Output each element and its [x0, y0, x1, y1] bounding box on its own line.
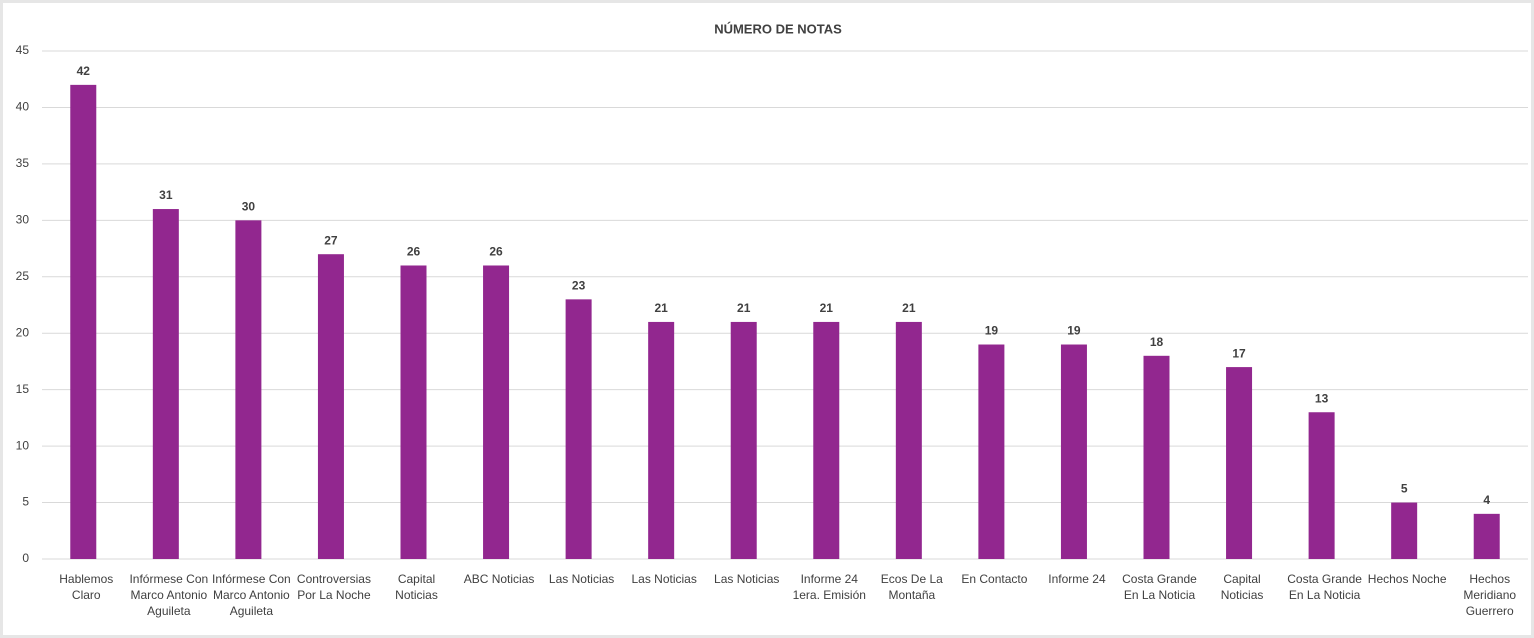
x-tick-label: Ecos De La Montaña [880, 572, 943, 602]
bar [235, 220, 262, 560]
bar [813, 321, 840, 559]
y-tick-label: 35 [16, 156, 30, 170]
x-tick-label: En Contacto [961, 572, 1028, 586]
x-tick-label: Capital Noticias [395, 572, 438, 602]
x-tick-label: Costa Grande En La Noticia [1122, 572, 1197, 602]
bar [895, 321, 922, 559]
value-label: 30 [242, 200, 256, 214]
x-tick-label: Hechos Noche [1367, 572, 1447, 586]
x-tick-label: Costa Grande En La Noticia [1287, 572, 1362, 602]
bar [1226, 367, 1253, 559]
bar [1391, 502, 1418, 559]
x-tick-label: Las Noticias [548, 572, 615, 586]
x-tick-label: Las Noticias [714, 572, 780, 586]
chart: NÚMERO DE NOTAS 051015202530354045423130… [16, 21, 1528, 565]
value-label: 31 [159, 188, 173, 202]
x-tick-label: Las Noticias [631, 572, 697, 586]
x-tick-label: Informe 24 [1048, 572, 1106, 586]
value-label: 21 [902, 301, 916, 315]
value-label: 4 [1483, 493, 1490, 507]
chart-title: NÚMERO DE NOTAS [714, 21, 842, 36]
y-tick-label: 20 [16, 325, 30, 339]
value-label: 5 [1401, 482, 1408, 496]
bar [1143, 355, 1170, 559]
y-tick-label: 25 [16, 269, 30, 283]
x-tick-label: Controversias Por La Noche [296, 572, 371, 602]
y-tick-label: 5 [22, 495, 29, 509]
value-label: 18 [1150, 335, 1164, 349]
value-label: 21 [654, 301, 668, 315]
bar [1308, 412, 1335, 559]
value-label: 42 [77, 64, 91, 78]
bar [978, 344, 1005, 559]
x-tick-label: Informe 24 1era. Emisión [792, 572, 866, 602]
bar [1473, 513, 1500, 559]
value-label: 26 [407, 245, 421, 259]
y-tick-label: 45 [16, 43, 30, 57]
value-label: 23 [572, 279, 586, 293]
y-tick-label: 0 [22, 551, 29, 565]
y-tick-label: 10 [16, 438, 30, 452]
value-label: 21 [737, 301, 751, 315]
bar [152, 209, 179, 560]
bar [1060, 344, 1087, 559]
x-tick-label: Hechos Meridiano Guerrero [1463, 572, 1517, 618]
value-label: 19 [985, 324, 999, 338]
x-tick-label: Infórmese Con Marco Antonio Aguileta [129, 572, 209, 618]
value-label: 17 [1232, 346, 1246, 360]
value-label: 27 [324, 233, 338, 247]
y-tick-label: 15 [16, 382, 30, 396]
y-tick-label: 40 [16, 100, 30, 114]
bar [70, 84, 97, 559]
x-tick-label: Hablemos Claro [59, 572, 114, 602]
bar [730, 321, 757, 559]
value-label: 21 [820, 301, 834, 315]
bar [317, 254, 344, 559]
value-label: 19 [1067, 324, 1081, 338]
bar [483, 265, 510, 559]
value-label: 26 [489, 245, 503, 259]
bar [648, 321, 675, 559]
bar [565, 299, 592, 559]
bar [400, 265, 427, 559]
value-label: 13 [1315, 391, 1329, 405]
x-tick-label: Infórmese Con Marco Antonio Aguileta [212, 572, 291, 618]
x-tick-label: Capital Noticias [1220, 572, 1264, 602]
y-tick-label: 30 [16, 213, 30, 227]
x-tick-label: ABC Noticias [463, 572, 535, 586]
